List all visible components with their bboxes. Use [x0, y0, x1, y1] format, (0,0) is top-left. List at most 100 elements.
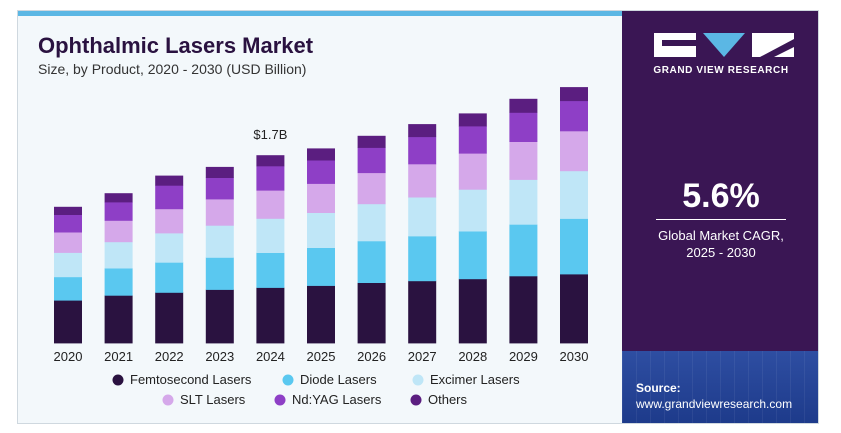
bar-segment-diode-lasers-2030 — [560, 218, 588, 275]
bar-segment-diode-lasers-2025 — [307, 247, 335, 286]
bar-segment-femtosecond-lasers-2020 — [54, 300, 82, 344]
bar-segment-diode-lasers-2028 — [458, 231, 487, 280]
bar-segment-femtosecond-lasers-2022 — [155, 292, 184, 344]
bar-segment-slt-lasers-2021 — [104, 220, 133, 243]
bar-segment-excimer-lasers-2022 — [155, 233, 184, 263]
bar-segment-others-2027 — [408, 124, 437, 138]
bar-segment-slt-lasers-2020 — [54, 232, 82, 253]
sidebar-panel: GRAND VIEW RESEARCH 5.6% Global Market C… — [622, 11, 818, 423]
bar-segment-nd-yag-lasers-2022 — [155, 185, 184, 210]
bar-segment-nd-yag-lasers-2027 — [408, 136, 437, 165]
chart-title: Ophthalmic Lasers Market — [38, 33, 314, 58]
bar-segment-slt-lasers-2022 — [155, 208, 184, 234]
bar-segment-diode-lasers-2020 — [54, 276, 82, 301]
cagr-label: Global Market CAGR, 2025 - 2030 — [632, 227, 810, 261]
bar-segment-others-2025 — [307, 148, 335, 161]
bar-segment-femtosecond-lasers-2027 — [408, 280, 437, 344]
bar-segment-excimer-lasers-2026 — [357, 203, 386, 242]
bar-segment-nd-yag-lasers-2029 — [509, 112, 538, 142]
bar-segment-nd-yag-lasers-2021 — [104, 201, 133, 221]
bar-segment-others-2024 — [256, 155, 285, 167]
legend-label: Diode Lasers — [300, 372, 377, 387]
bar-segment-nd-yag-lasers-2025 — [307, 160, 335, 184]
bar-segment-others-2021 — [104, 193, 133, 203]
bar-segment-slt-lasers-2030 — [560, 130, 588, 172]
x-tick-label: 2025 — [307, 349, 336, 364]
bar-segment-others-2030 — [560, 87, 588, 102]
bar-segment-femtosecond-lasers-2021 — [104, 295, 133, 344]
x-tick-label: 2030 — [560, 349, 589, 364]
legend-marker — [412, 374, 424, 386]
x-tick-label: 2021 — [104, 349, 133, 364]
bar-segment-excimer-lasers-2027 — [408, 197, 437, 237]
bar-segment-femtosecond-lasers-2023 — [205, 289, 234, 344]
bar-segment-slt-lasers-2028 — [458, 153, 487, 190]
bar-segment-nd-yag-lasers-2023 — [205, 177, 234, 200]
bar-segment-femtosecond-lasers-2026 — [357, 282, 386, 344]
grand-view-research-logo — [654, 33, 794, 57]
bar-segment-excimer-lasers-2030 — [560, 170, 588, 219]
x-tick-label: 2022 — [155, 349, 184, 364]
data-annotation-label: $1.7B — [253, 127, 287, 142]
bar-segment-nd-yag-lasers-2030 — [560, 100, 588, 132]
legend-item-femtosecond-lasers: Femtosecond Lasers — [112, 372, 252, 387]
infographic-card: Ophthalmic Lasers Market Size, by Produc… — [17, 10, 819, 424]
bar-segment-excimer-lasers-2025 — [307, 212, 335, 248]
legend-label: Excimer Lasers — [430, 372, 520, 387]
bar-segment-nd-yag-lasers-2026 — [357, 147, 386, 174]
x-tick-label: 2020 — [54, 349, 83, 364]
source-link[interactable]: www.grandviewresearch.com — [636, 397, 793, 411]
bar-segment-diode-lasers-2022 — [155, 262, 184, 293]
x-tick-label: 2027 — [408, 349, 437, 364]
bar-segment-slt-lasers-2027 — [408, 164, 437, 198]
x-tick-label: 2024 — [256, 349, 285, 364]
brand-name: GRAND VIEW RESEARCH — [653, 65, 789, 76]
bar-segment-others-2028 — [458, 113, 487, 127]
bar-segment-others-2029 — [509, 98, 538, 113]
bar-segment-excimer-lasers-2023 — [205, 225, 234, 258]
bar-segment-slt-lasers-2026 — [357, 172, 386, 205]
bar-segment-slt-lasers-2029 — [509, 141, 538, 180]
bar-segment-others-2020 — [54, 206, 82, 215]
legend-label: Others — [428, 392, 468, 407]
x-tick-label: 2023 — [205, 349, 234, 364]
legend-label: Femtosecond Lasers — [130, 372, 252, 387]
bar-segment-femtosecond-lasers-2028 — [458, 278, 487, 344]
bar-segment-diode-lasers-2027 — [408, 236, 437, 282]
legend-marker — [410, 394, 422, 406]
bar-segment-nd-yag-lasers-2020 — [54, 214, 82, 233]
bar-segment-femtosecond-lasers-2024 — [256, 287, 285, 344]
bar-segment-slt-lasers-2024 — [256, 190, 285, 219]
legend-item-nd-yag-lasers: Nd:YAG Lasers — [274, 392, 382, 407]
bar-segment-femtosecond-lasers-2029 — [509, 275, 538, 344]
bar-segment-nd-yag-lasers-2028 — [458, 126, 487, 154]
accent-bar — [18, 11, 623, 16]
source-panel — [622, 351, 818, 423]
bar-segment-excimer-lasers-2028 — [458, 189, 487, 232]
source-label: Source: — [636, 381, 681, 395]
bar-segment-excimer-lasers-2020 — [54, 252, 82, 278]
stacked-bar-chart: 2020 2021 2022 2023 2024 2025 2026 2027 2028 2029… — [54, 87, 589, 407]
bar-segment-excimer-lasers-2021 — [104, 241, 133, 269]
legend-label: SLT Lasers — [180, 392, 246, 407]
legend-item-others: Others — [410, 392, 468, 407]
bar-segment-others-2023 — [205, 166, 234, 178]
chart-subtitle: Size, by Product, 2020 - 2030 (USD Billi… — [38, 61, 307, 77]
bar-segment-nd-yag-lasers-2024 — [256, 165, 285, 191]
cagr-value: 5.6% — [682, 177, 760, 215]
bar-segment-others-2026 — [357, 135, 386, 148]
x-tick-label: 2028 — [458, 349, 487, 364]
legend-marker — [274, 394, 286, 406]
bar-segment-diode-lasers-2024 — [256, 252, 285, 288]
legend-marker — [112, 374, 124, 386]
bar-segment-diode-lasers-2026 — [357, 240, 386, 283]
bar-segment-femtosecond-lasers-2025 — [307, 285, 335, 344]
bar-segment-excimer-lasers-2029 — [509, 179, 538, 225]
legend-marker — [162, 394, 174, 406]
x-tick-label: 2029 — [509, 349, 538, 364]
legend-item-slt-lasers: SLT Lasers — [162, 392, 246, 407]
cagr-label-line-2: 2025 - 2030 — [686, 245, 756, 260]
bar-segment-femtosecond-lasers-2030 — [560, 273, 588, 344]
bar-segment-diode-lasers-2021 — [104, 268, 133, 296]
legend-item-excimer-lasers: Excimer Lasers — [412, 372, 520, 387]
